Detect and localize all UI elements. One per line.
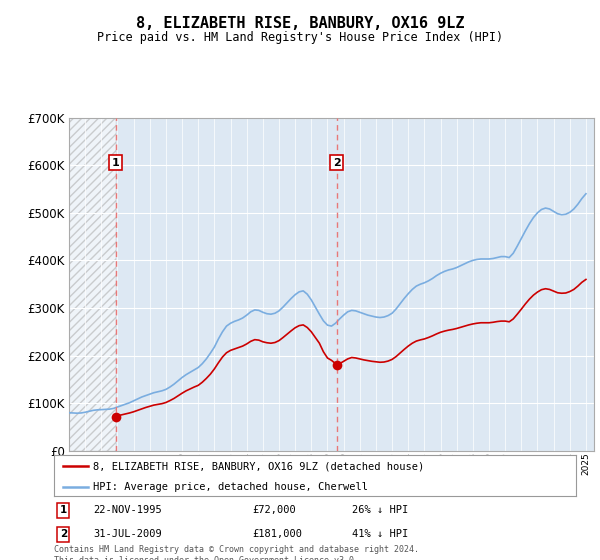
Text: 2: 2: [333, 157, 341, 167]
Text: Contains HM Land Registry data © Crown copyright and database right 2024.
This d: Contains HM Land Registry data © Crown c…: [54, 545, 419, 560]
Bar: [69, 118, 116, 451]
Text: £181,000: £181,000: [253, 529, 302, 539]
Text: Price paid vs. HM Land Registry's House Price Index (HPI): Price paid vs. HM Land Registry's House …: [97, 31, 503, 44]
Text: 41% ↓ HPI: 41% ↓ HPI: [352, 529, 408, 539]
Text: 1: 1: [60, 506, 67, 516]
Text: HPI: Average price, detached house, Cherwell: HPI: Average price, detached house, Cher…: [93, 482, 368, 492]
Text: £72,000: £72,000: [253, 506, 296, 516]
Text: 2: 2: [60, 529, 67, 539]
Text: 8, ELIZABETH RISE, BANBURY, OX16 9LZ: 8, ELIZABETH RISE, BANBURY, OX16 9LZ: [136, 16, 464, 31]
Text: 1: 1: [112, 157, 119, 167]
Text: 31-JUL-2009: 31-JUL-2009: [93, 529, 162, 539]
Text: 8, ELIZABETH RISE, BANBURY, OX16 9LZ (detached house): 8, ELIZABETH RISE, BANBURY, OX16 9LZ (de…: [93, 461, 424, 471]
Text: 22-NOV-1995: 22-NOV-1995: [93, 506, 162, 516]
Text: 26% ↓ HPI: 26% ↓ HPI: [352, 506, 408, 516]
